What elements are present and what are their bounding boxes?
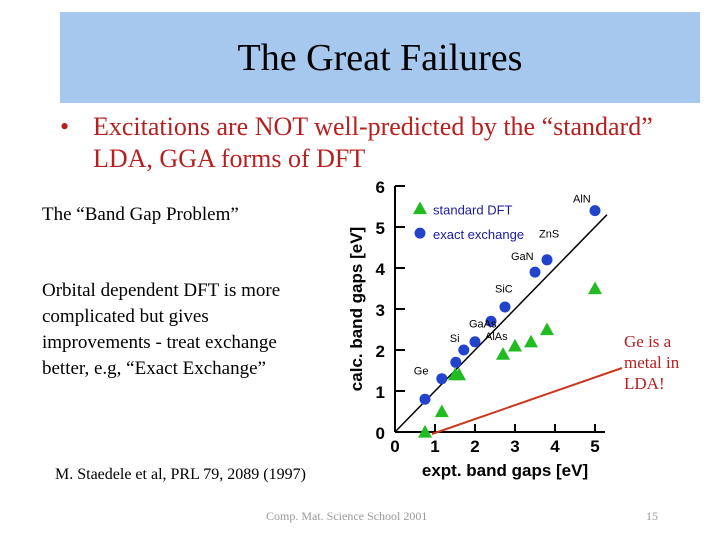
material-label-zns: ZnS: [539, 228, 559, 240]
exact-exchange-point: [419, 393, 431, 405]
standard-dft-point: [496, 347, 510, 360]
exact-exchange-point: [529, 266, 541, 278]
diagonal-line: [394, 214, 608, 433]
y-tick-label: 5: [376, 219, 385, 238]
exact-exchange-point: [485, 315, 497, 327]
standard-dft-point: [508, 338, 522, 352]
y-tick-label: 0: [376, 424, 385, 443]
y-tick-label: 2: [376, 342, 385, 361]
y-tick-label: 6: [376, 178, 385, 197]
y-tick-label: 4: [376, 260, 386, 279]
exact-exchange-point: [436, 373, 448, 385]
standard-dft-point: [452, 367, 466, 381]
y-axis-label: calc. band gaps [eV]: [347, 227, 366, 391]
x-tick-label: 1: [430, 437, 439, 456]
exact-exchange-point: [589, 205, 601, 217]
y-tick-label: 3: [376, 301, 385, 320]
standard-dft-point: [434, 404, 449, 418]
x-tick-label: 4: [550, 437, 560, 456]
slide-title: The Great Failures: [237, 36, 523, 79]
legend-standard-dft: standard DFT: [433, 203, 513, 218]
footer-text: Comp. Mat. Science School 2001: [266, 509, 428, 523]
y-tick-label: 1: [376, 383, 385, 402]
page-number: 15: [646, 509, 658, 523]
standard-dft-point: [588, 281, 602, 295]
x-tick-label: 0: [390, 437, 399, 456]
band-gap-problem-label: The “Band Gap Problem”: [42, 204, 239, 225]
bullet-point: • Excitations are NOT well-predicted by …: [60, 111, 700, 175]
x-axis-label: expt. band gaps [eV]: [422, 461, 588, 480]
material-label-gan: GaN: [511, 251, 534, 263]
orbital-dft-text: Orbital dependent DFT is more complicate…: [42, 280, 281, 379]
bullet-text: Excitations are NOT well-predicted by th…: [93, 112, 653, 173]
reference-citation: M. Staedele et al, PRL 79, 2089 (1997): [55, 466, 306, 483]
legend-circle-marker: [414, 227, 426, 239]
ge-metal-note: Ge is a metal in LDA!: [624, 332, 680, 393]
legend-exact-exchange: exact exchange: [433, 227, 524, 242]
exact-exchange-point: [469, 336, 481, 348]
standard-dft-point: [524, 334, 538, 348]
exact-exchange-point: [458, 344, 470, 356]
material-label-alas: AlAs: [485, 331, 508, 343]
title-banner: The Great Failures: [60, 12, 700, 103]
x-tick-label: 5: [590, 437, 599, 456]
x-tick-label: 2: [470, 437, 479, 456]
material-label-gaas: GaAs: [469, 318, 497, 330]
material-label-si: Si: [450, 333, 460, 345]
ge-pointer-line: [431, 367, 623, 435]
legend-triangle-marker: [413, 201, 427, 215]
x-tick-label: 3: [510, 437, 519, 456]
material-label-sic: SiC: [495, 284, 513, 296]
exact-exchange-point: [541, 254, 553, 266]
standard-dft-point: [418, 425, 432, 438]
material-label-ge: Ge: [414, 366, 429, 378]
material-label-aln: AlN: [573, 193, 591, 205]
bullet-dot: •: [60, 112, 70, 141]
standard-dft-point: [540, 322, 554, 336]
exact-exchange-point: [499, 301, 511, 313]
exact-exchange-point: [450, 356, 462, 368]
